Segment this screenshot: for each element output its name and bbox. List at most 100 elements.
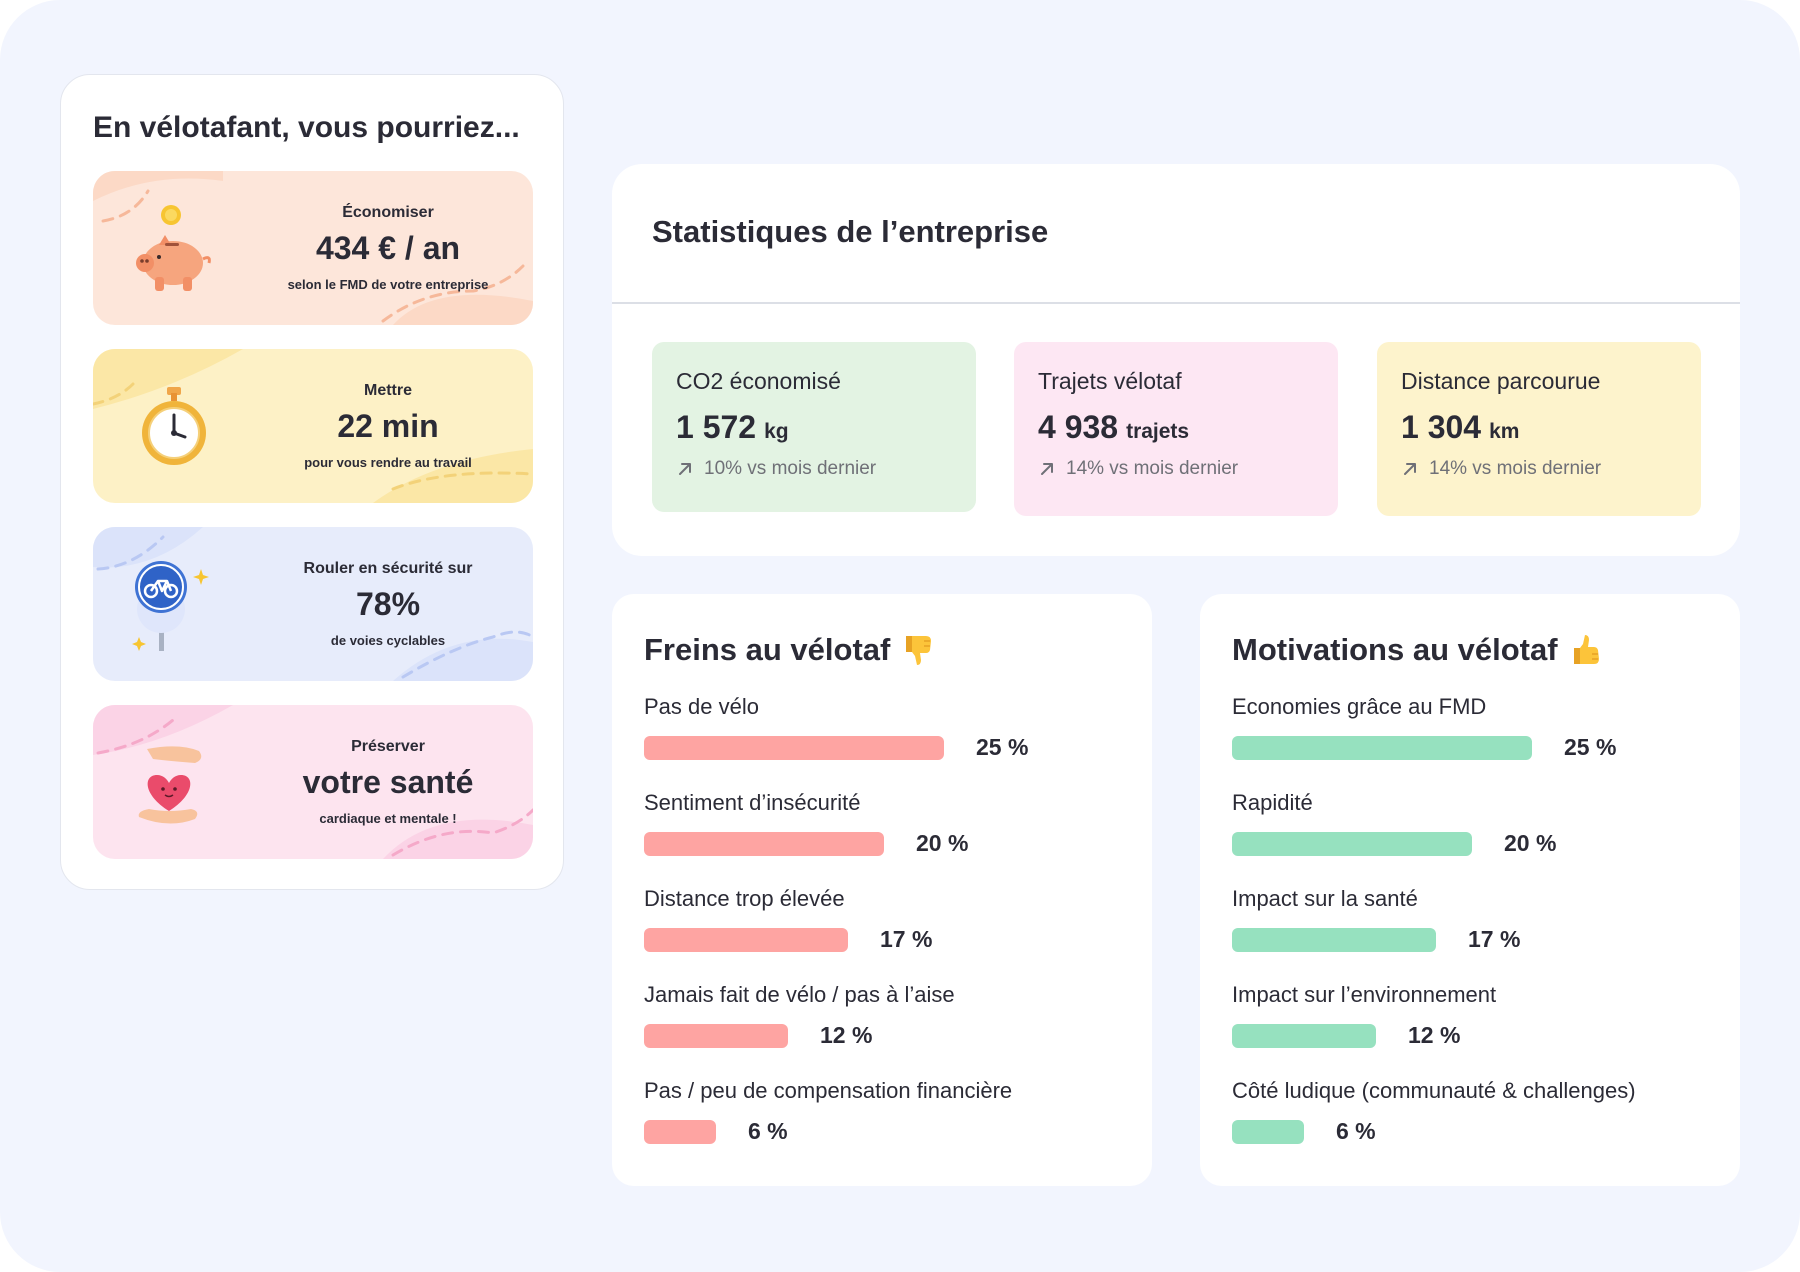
bar-label: Pas de vélo <box>644 694 759 719</box>
bar-fill <box>1232 1120 1304 1144</box>
bar-percentage: 25 % <box>1564 734 1617 760</box>
stat-label: Distance parcourue <box>1401 368 1601 394</box>
motivations-title: Motivations au vélotaf <box>1232 632 1604 668</box>
bar-label: Impact sur la santé <box>1232 886 1418 911</box>
bar-label: Jamais fait de vélo / pas à l’aise <box>644 982 955 1007</box>
bar-percentage: 6 % <box>1336 1118 1376 1144</box>
heart-in-hands-icon <box>138 746 202 824</box>
benefit-text: Économiser 434 € / an selon le FMD de vo… <box>243 171 533 325</box>
bar-percentage: 20 % <box>916 830 969 856</box>
benefit-card-time[interactable]: Mettre 22 min pour vous rendre au travai… <box>93 349 533 503</box>
arrow-up-right-icon <box>1404 463 1416 475</box>
benefits-panel: En vélotafant, vous pourriez... <box>60 74 564 890</box>
bar-label: Rapidité <box>1232 790 1313 815</box>
bar-percentage: 6 % <box>748 1118 788 1144</box>
bar-label: Pas / peu de compensation financière <box>644 1078 1013 1103</box>
bar-row: 6 % <box>1232 1118 1732 1146</box>
stat-trips[interactable]: Trajets vélotaf 4 938 trajets 14% vs moi… <box>1014 342 1338 516</box>
arrow-up-right-icon <box>679 463 691 475</box>
obstacles-card: Freins au vélotaf Pas de vélo 25 % Sentime… <box>612 594 1152 1186</box>
decorative-waves <box>93 705 533 859</box>
divider <box>612 302 1740 304</box>
stat-distance[interactable]: Distance parcourue 1 304 km 14% vs mois … <box>1377 342 1701 516</box>
benefit-card-safety[interactable]: Rouler en sécurité sur 78% de voies cycl… <box>93 527 533 681</box>
decorative-waves <box>93 349 533 503</box>
decorative-waves <box>93 171 533 325</box>
bar-fill <box>644 832 884 856</box>
obstacles-title: Freins au vélotaf <box>644 632 936 668</box>
stats-title: Statistiques de l’entreprise <box>652 214 1049 249</box>
stat-unit: kg <box>764 420 789 443</box>
stat-co2[interactable]: CO2 économisé 1 572 kg 10% vs mois derni… <box>652 342 976 512</box>
stat-label: CO2 économisé <box>676 368 841 394</box>
stat-value: 1 572 <box>676 409 757 445</box>
benefit-value: votre santé <box>302 764 474 800</box>
bar-item: Pas / peu de compensation financière 6 % <box>644 1078 1144 1158</box>
bar-fill <box>644 928 848 952</box>
bar-label: Economies grâce au FMD <box>1232 694 1487 719</box>
stopwatch-icon <box>142 387 206 465</box>
benefit-label: Rouler en sécurité sur <box>303 560 473 577</box>
bar-fill <box>1232 928 1436 952</box>
bar-item: Pas de vélo 25 % <box>644 694 1144 774</box>
bar-fill <box>1232 832 1472 856</box>
bar-label: Impact sur l’environnement <box>1232 982 1497 1007</box>
benefit-subtext: de voies cyclables <box>330 633 446 648</box>
bar-fill <box>1232 736 1532 760</box>
bar-item: Jamais fait de vélo / pas à l’aise 12 % <box>644 982 1144 1062</box>
bar-percentage: 17 % <box>1468 926 1521 952</box>
stat-value-row: 4 938 trajets <box>1038 409 1314 446</box>
bar-item: Côté ludique (communauté & challenges) 6 … <box>1232 1078 1732 1158</box>
stat-trend: 10% vs mois dernier <box>676 458 952 480</box>
bar-row: 12 % <box>1232 1022 1732 1050</box>
bar-row: 17 % <box>644 926 1144 954</box>
stat-value: 4 938 <box>1038 409 1119 445</box>
benefit-card-health[interactable]: Préserver votre santé cardiaque et menta… <box>93 705 533 859</box>
stat-value: 1 304 <box>1401 409 1482 445</box>
decorative-waves <box>93 527 533 681</box>
stat-trend: 14% vs mois dernier <box>1038 458 1314 480</box>
motivations-title-text: Motivations au vélotaf <box>1232 632 1558 667</box>
bar-fill <box>1232 1024 1376 1048</box>
benefit-text: Rouler en sécurité sur 78% de voies cycl… <box>243 527 533 681</box>
benefit-value: 22 min <box>337 408 439 444</box>
bar-row: 20 % <box>1232 830 1732 858</box>
bar-row: 6 % <box>644 1118 1144 1146</box>
benefits-title: En vélotafant, vous pourriez... <box>93 111 520 144</box>
bar-percentage: 20 % <box>1504 830 1557 856</box>
benefit-label: Préserver <box>351 738 425 755</box>
bar-label: Côté ludique (communauté & challenges) <box>1232 1078 1636 1103</box>
benefit-subtext: pour vous rendre au travail <box>304 455 472 470</box>
stat-label: Trajets vélotaf <box>1038 368 1182 394</box>
benefit-value: 434 € / an <box>315 230 461 266</box>
bar-percentage: 17 % <box>880 926 933 952</box>
bar-fill <box>644 1024 788 1048</box>
stat-trend-text: 10% vs mois dernier <box>704 458 877 479</box>
bar-percentage: 12 % <box>820 1022 873 1048</box>
company-stats-card: Statistiques de l’entreprise CO2 économi… <box>612 164 1740 556</box>
bike-lane-sign-icon <box>132 561 209 651</box>
stat-trend-text: 14% vs mois dernier <box>1429 458 1602 479</box>
benefit-label: Mettre <box>363 382 412 399</box>
bar-item: Distance trop élevée 17 % <box>644 886 1144 966</box>
bar-row: 12 % <box>644 1022 1144 1050</box>
stat-unit: km <box>1489 420 1520 443</box>
bar-percentage: 25 % <box>976 734 1029 760</box>
benefit-text: Préserver votre santé cardiaque et menta… <box>243 705 533 859</box>
stat-value-row: 1 304 km <box>1401 409 1677 446</box>
arrow-up-right-icon <box>1041 463 1053 475</box>
bar-item: Impact sur la santé 17 % <box>1232 886 1732 966</box>
bar-item: Impact sur l’environnement 12 % <box>1232 982 1732 1062</box>
bar-row: 20 % <box>644 830 1144 858</box>
bar-label: Sentiment d’insécurité <box>644 790 861 815</box>
motivations-card: Motivations au vélotaf Economies grâce a… <box>1200 594 1740 1186</box>
bar-row: 25 % <box>1232 734 1732 762</box>
benefit-text: Mettre 22 min pour vous rendre au travai… <box>243 349 533 503</box>
thumbs-down-icon <box>906 636 932 665</box>
bar-percentage: 12 % <box>1408 1022 1461 1048</box>
obstacles-title-text: Freins au vélotaf <box>644 632 891 667</box>
stat-unit: trajets <box>1126 420 1190 443</box>
benefit-card-savings[interactable]: Économiser 434 € / an selon le FMD de vo… <box>93 171 533 325</box>
benefit-value: 78% <box>355 586 421 622</box>
